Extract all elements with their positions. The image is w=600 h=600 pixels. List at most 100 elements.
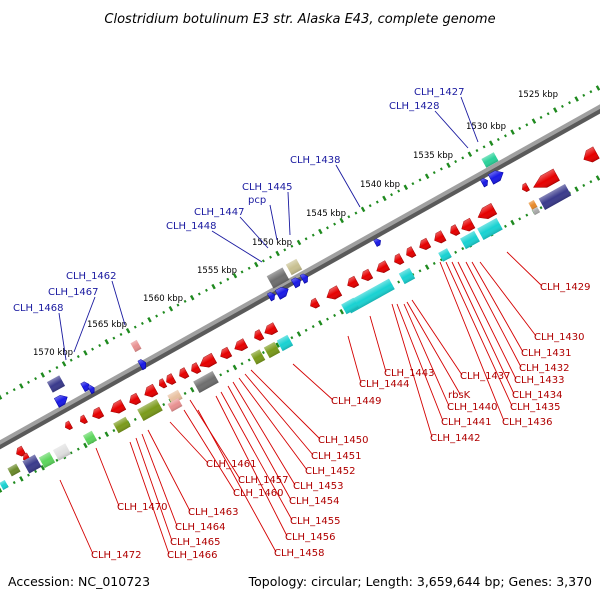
gene-box[interactable]: [263, 341, 281, 359]
gene-box[interactable]: [46, 375, 66, 393]
gene-label[interactable]: CLH_1428: [389, 101, 440, 112]
gene-arrow[interactable]: [252, 329, 265, 343]
gene-label[interactable]: CLH_1451: [311, 451, 362, 462]
gene-label[interactable]: CLH_1433: [514, 375, 565, 386]
gene-box[interactable]: [481, 152, 499, 168]
gene-box[interactable]: [193, 370, 219, 394]
gene-label[interactable]: CLH_1468: [13, 303, 64, 314]
gene-arrow[interactable]: [78, 414, 88, 425]
gene-box[interactable]: [82, 430, 98, 446]
gene-arrow[interactable]: [432, 230, 447, 245]
gene-arrow[interactable]: [308, 297, 321, 310]
gene-arrow[interactable]: [324, 285, 343, 302]
gene-box[interactable]: [113, 416, 131, 434]
gene-arrow[interactable]: [581, 146, 600, 165]
gene-label[interactable]: CLH_1444: [359, 379, 410, 390]
gene-box[interactable]: [438, 248, 452, 262]
gene-box[interactable]: [38, 451, 56, 469]
gene-arrow[interactable]: [520, 182, 530, 193]
gene-box[interactable]: [167, 389, 183, 405]
gene-arrow[interactable]: [299, 273, 310, 284]
gene-label[interactable]: CLH_1460: [233, 488, 284, 499]
gene-arrow[interactable]: [142, 383, 159, 399]
gene-arrow[interactable]: [87, 384, 96, 395]
gene-label[interactable]: CLH_1429: [540, 282, 591, 293]
gene-arrow[interactable]: [14, 445, 27, 458]
gene-label[interactable]: CLH_1461: [206, 459, 257, 470]
gene-box[interactable]: [398, 267, 416, 285]
gene-label[interactable]: CLH_1437: [460, 371, 511, 382]
gene-label[interactable]: CLH_1434: [512, 390, 563, 401]
gene-arrow[interactable]: [374, 260, 391, 276]
gene-label[interactable]: CLH_1447: [194, 207, 245, 218]
gene-box[interactable]: [538, 184, 572, 210]
gene-label[interactable]: CLH_1427: [414, 87, 465, 98]
gene-arrow[interactable]: [108, 399, 127, 416]
gene-box[interactable]: [528, 200, 538, 210]
gene-arrow[interactable]: [530, 168, 560, 193]
gene-label[interactable]: CLH_1445: [242, 182, 293, 193]
gene-arrow[interactable]: [197, 352, 218, 370]
gene-label[interactable]: CLH_1450: [318, 435, 369, 446]
gene-box[interactable]: [7, 463, 21, 477]
gene-box[interactable]: [477, 217, 503, 241]
gene-arrow[interactable]: [53, 393, 69, 408]
gene-arrow[interactable]: [290, 276, 302, 289]
gene-arrow[interactable]: [232, 338, 249, 354]
gene-arrow[interactable]: [164, 373, 177, 387]
gene-box[interactable]: [276, 334, 294, 352]
gene-label[interactable]: CLH_1431: [521, 348, 572, 359]
gene-arrow[interactable]: [127, 392, 142, 407]
gene-label[interactable]: CLH_1452: [305, 466, 356, 477]
gene-box[interactable]: [0, 480, 9, 490]
gene-label[interactable]: CLH_1453: [293, 481, 344, 492]
gene-label[interactable]: CLH_1449: [331, 396, 382, 407]
gene-arrow[interactable]: [274, 285, 290, 300]
gene-label[interactable]: CLH_1465: [170, 537, 221, 548]
gene-label[interactable]: CLH_1448: [166, 221, 217, 232]
gene-label[interactable]: CLH_1466: [167, 550, 218, 561]
gene-label[interactable]: CLH_1438: [290, 155, 341, 166]
gene-box[interactable]: [250, 349, 266, 365]
gene-box[interactable]: [266, 267, 290, 289]
gene-arrow[interactable]: [359, 268, 374, 283]
gene-label[interactable]: CLH_1443: [384, 368, 435, 379]
gene-arrow[interactable]: [475, 202, 498, 222]
gene-label[interactable]: CLH_1458: [274, 548, 325, 559]
gene-arrow[interactable]: [480, 177, 489, 188]
gene-arrow[interactable]: [157, 378, 168, 390]
gene-arrow[interactable]: [267, 291, 276, 302]
gene-box[interactable]: [345, 278, 395, 314]
gene-box[interactable]: [167, 398, 183, 412]
gene-arrow[interactable]: [63, 420, 73, 431]
gene-arrow[interactable]: [373, 237, 383, 247]
gene-box[interactable]: [285, 258, 303, 276]
gene-arrow[interactable]: [218, 346, 233, 361]
gene-label[interactable]: CLH_1472: [91, 550, 142, 561]
gene-label[interactable]: CLH_1454: [289, 496, 340, 507]
gene-label[interactable]: CLH_1441: [441, 417, 492, 428]
gene-label[interactable]: CLH_1435: [510, 402, 561, 413]
gene-arrow[interactable]: [487, 168, 506, 185]
gene-arrow[interactable]: [137, 358, 148, 371]
gene-label[interactable]: CLH_1440: [447, 402, 498, 413]
gene-label[interactable]: CLH_1430: [534, 332, 585, 343]
gene-arrow[interactable]: [417, 237, 432, 252]
gene-box[interactable]: [52, 443, 72, 461]
gene-label[interactable]: CLH_1456: [285, 532, 336, 543]
gene-label[interactable]: CLH_1464: [175, 522, 226, 533]
gene-label[interactable]: CLH_1462: [66, 271, 117, 282]
gene-box[interactable]: [137, 398, 163, 422]
gene-label[interactable]: CLH_1470: [117, 502, 168, 513]
gene-label[interactable]: CLH_1467: [48, 287, 99, 298]
gene-label[interactable]: CLH_1436: [502, 417, 553, 428]
gene-box[interactable]: [531, 206, 541, 216]
gene-box[interactable]: [22, 454, 42, 474]
gene-arrow[interactable]: [392, 253, 405, 267]
gene-box[interactable]: [460, 230, 480, 250]
gene-label[interactable]: CLH_1463: [188, 507, 239, 518]
gene-arrow[interactable]: [177, 367, 190, 381]
gene-arrow[interactable]: [345, 275, 360, 290]
gene-box[interactable]: [130, 339, 142, 353]
gene-box[interactable]: [341, 297, 359, 315]
